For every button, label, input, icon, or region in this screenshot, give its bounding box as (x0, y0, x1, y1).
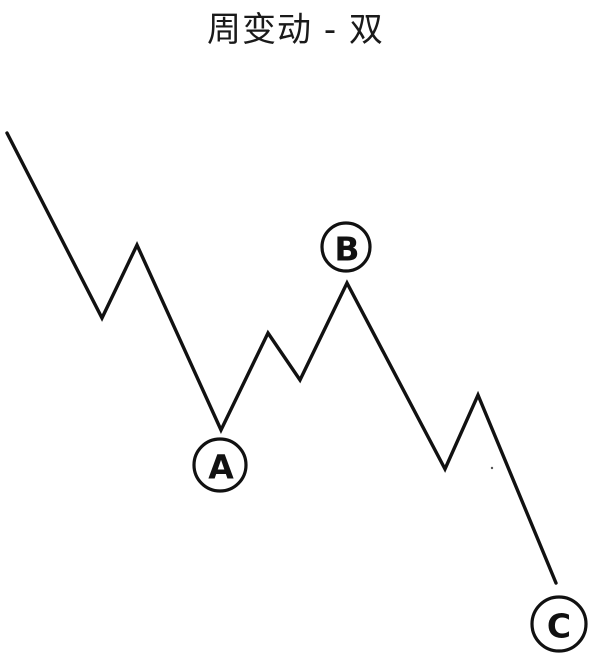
point-b-label: B (334, 230, 359, 269)
point-b-marker: B (320, 221, 372, 273)
point-c-marker: C (530, 595, 588, 653)
wave-line (5, 131, 558, 585)
point-b-circle (320, 221, 372, 273)
point-a-circle (192, 437, 248, 493)
point-a-label: A (208, 448, 234, 487)
point-a-marker: A (192, 437, 248, 493)
diagram-title: 周变动 - 双 (207, 10, 384, 50)
point-c-label: C (547, 607, 571, 646)
point-c-circle (530, 595, 588, 653)
scan-speck (490, 466, 494, 470)
